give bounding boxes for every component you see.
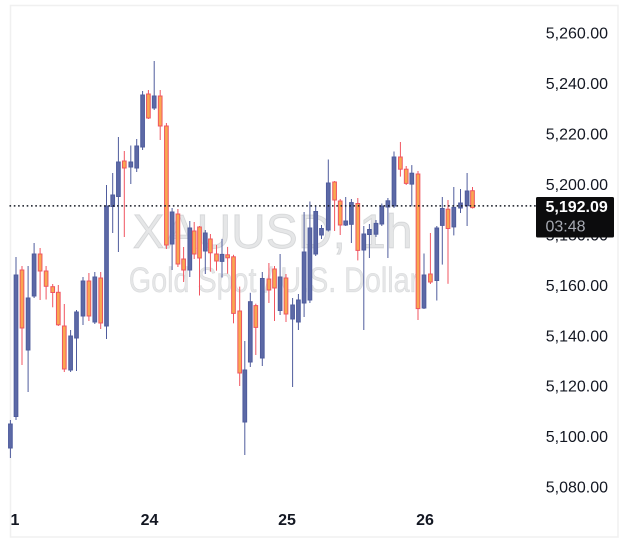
svg-text:5,192.09: 5,192.09 (546, 199, 608, 216)
svg-text:5,160.00: 5,160.00 (546, 278, 608, 295)
svg-text:5,240.00: 5,240.00 (546, 76, 608, 93)
svg-text:1: 1 (11, 512, 20, 529)
svg-text:26: 26 (416, 512, 434, 529)
svg-text:5,080.00: 5,080.00 (546, 480, 608, 497)
svg-text:5,260.00: 5,260.00 (546, 26, 608, 43)
svg-text:5,120.00: 5,120.00 (546, 379, 608, 396)
svg-text:25: 25 (278, 512, 296, 529)
svg-text:24: 24 (141, 512, 159, 529)
svg-text:5,100.00: 5,100.00 (546, 429, 608, 446)
svg-text:03:48: 03:48 (546, 219, 586, 236)
svg-text:5,140.00: 5,140.00 (546, 328, 608, 345)
svg-text:5,200.00: 5,200.00 (546, 177, 608, 194)
svg-text:5,220.00: 5,220.00 (546, 127, 608, 144)
